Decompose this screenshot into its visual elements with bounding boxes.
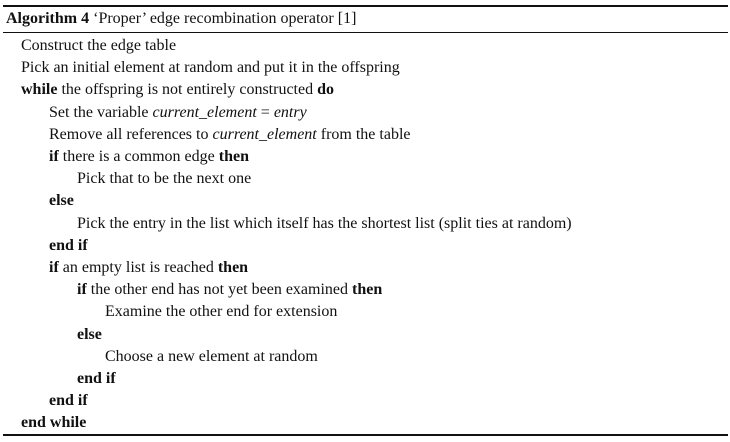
keyword: then [218, 148, 249, 165]
variable: current_element [152, 103, 257, 121]
algorithm-line: else [49, 190, 74, 212]
algorithm-line: end if [49, 235, 88, 257]
algorithm-line: if the other end has not yet been examin… [77, 279, 382, 301]
algorithm-line: Construct the edge table [21, 35, 176, 57]
line-text: from the table [316, 125, 411, 143]
line-text: Examine the other end for extension [105, 303, 338, 321]
algorithm-line: Examine the other end for extension [105, 301, 337, 323]
algorithm-line: while the offspring is not entirely cons… [21, 79, 334, 101]
keyword: end if [77, 370, 116, 387]
bottom-rule [3, 434, 728, 436]
algorithm-line: Remove all references to current_element… [49, 124, 411, 146]
caption-label: Algorithm 4 [6, 10, 90, 27]
keyword: if [49, 259, 59, 276]
top-rule [3, 5, 728, 7]
keyword: end if [49, 392, 88, 410]
keyword: end if [49, 236, 88, 254]
keyword: then [217, 259, 249, 276]
algorithm-line: Pick that to be the next one [77, 168, 251, 190]
keyword: else [49, 192, 74, 210]
keyword: if [77, 281, 87, 299]
algorithm-line: Pick an initial element at random and pu… [21, 57, 400, 79]
keyword: while [21, 81, 58, 99]
keyword: do [317, 81, 335, 99]
algorithm-line: end while [21, 412, 86, 434]
algorithm-line: if there is a common edge then [49, 146, 249, 168]
caption-rule [3, 32, 728, 33]
variable: entry [273, 103, 307, 121]
line-text: an empty list is reached [58, 259, 218, 276]
line-text: = [256, 103, 274, 121]
line-text: Pick the entry in the list which itself … [77, 214, 572, 232]
variable: current_element [212, 125, 317, 143]
algorithm-caption: Algorithm 4 ‘Proper’ edge recombination … [6, 9, 356, 29]
line-text: Remove all references to [49, 125, 213, 143]
keyword: end while [21, 414, 87, 432]
line-text: Construct the edge table [21, 37, 177, 54]
caption-title: ‘Proper’ edge recombination operator [1] [93, 10, 357, 27]
line-text: there is a common edge [58, 148, 219, 165]
line-text: the offspring is not entirely constructe… [57, 81, 318, 99]
algorithm-line: else [77, 324, 102, 346]
algorithm-line: Set the variable current_element = entry [49, 102, 307, 124]
keyword: else [77, 325, 102, 343]
algorithm-line: end if [77, 368, 116, 390]
algorithm-line: end if [49, 390, 88, 412]
line-text: Pick that to be the next one [77, 170, 252, 188]
keyword: then [352, 281, 383, 299]
line-text: Choose a new element at random [105, 347, 318, 365]
line-text: Pick an initial element at random and pu… [21, 59, 400, 77]
algorithm-line: if an empty list is reached then [49, 257, 248, 279]
line-text: the other end has not yet been examined [86, 281, 353, 299]
line-text: Set the variable [49, 103, 153, 121]
algorithm-line: Choose a new element at random [105, 346, 318, 368]
keyword: if [49, 148, 59, 165]
algorithm-line: Pick the entry in the list which itself … [77, 213, 572, 235]
